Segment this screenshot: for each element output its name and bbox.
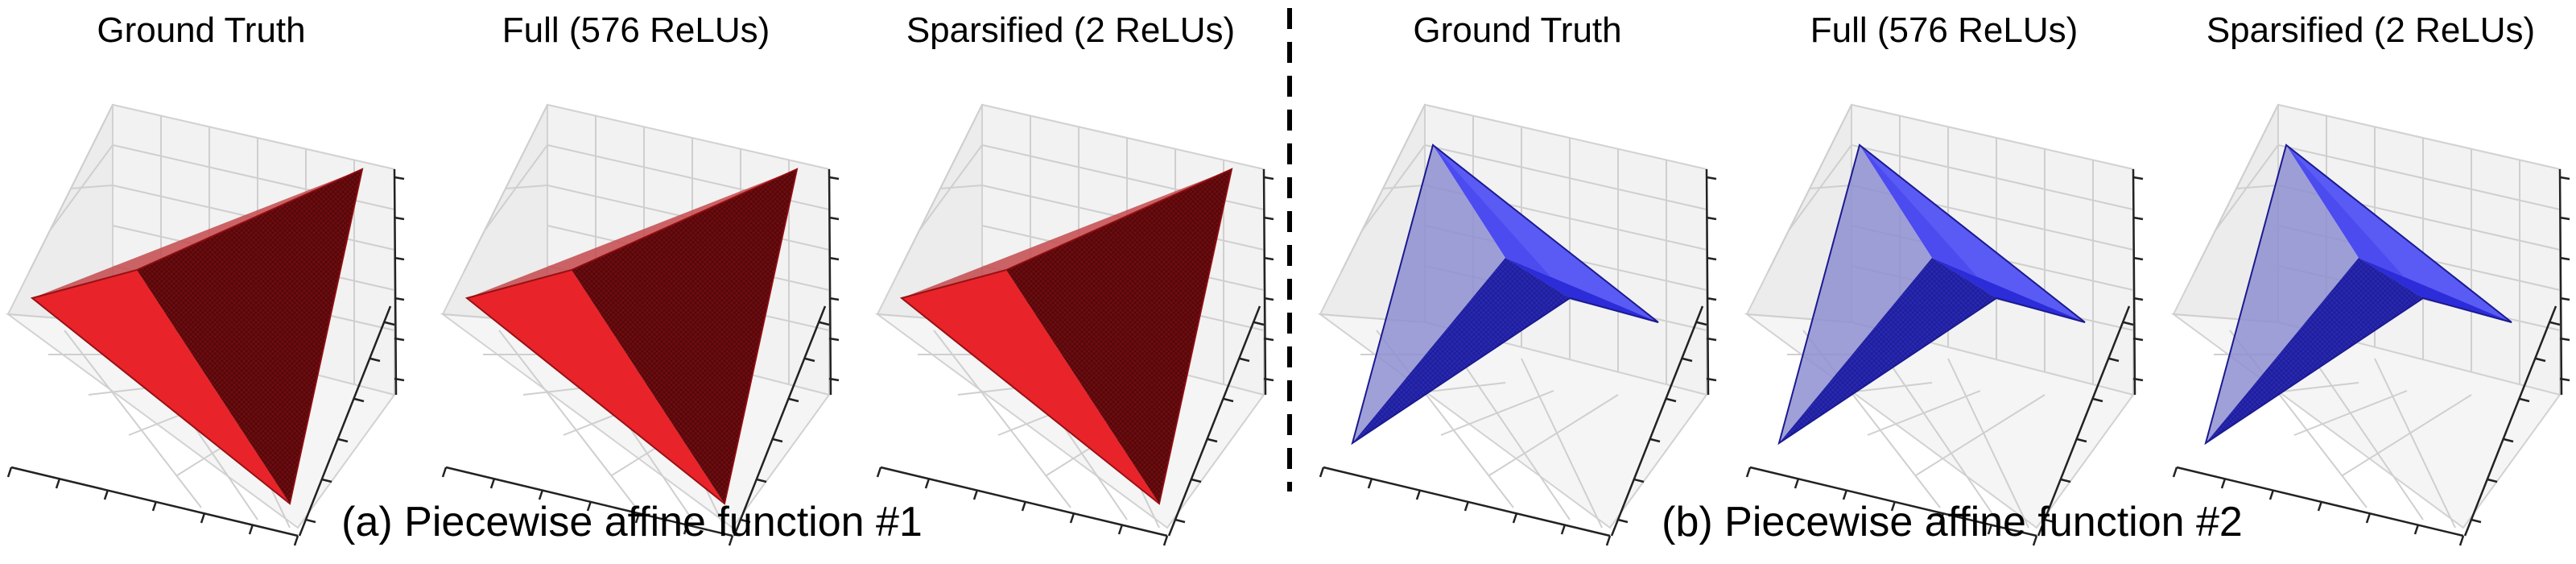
- caption-a: (a) Piecewise affine function #1: [341, 499, 923, 545]
- panel-b3: Sparsified (2 ReLUs): [2172, 10, 2571, 547]
- panel-a2: Full (576 ReLUs): [441, 10, 840, 547]
- group-b: Ground Truth Full (576 ReLUs) Sparsified…: [1319, 10, 2571, 547]
- panel-a3: Sparsified (2 ReLUs): [876, 10, 1275, 547]
- panel-title: Sparsified (2 ReLUs): [906, 10, 1235, 50]
- caption-b: (b) Piecewise affine function #2: [1662, 499, 2243, 545]
- panel-title: Sparsified (2 ReLUs): [2207, 10, 2535, 50]
- panel-a1: Ground Truth: [6, 10, 406, 547]
- panel-title: Ground Truth: [1413, 10, 1621, 50]
- group-a: Ground Truth Full (576 ReLUs) Sparsified…: [6, 10, 1275, 547]
- panel-title: Ground Truth: [97, 10, 305, 50]
- panel-title: Full (576 ReLUs): [502, 10, 770, 50]
- panel-b2: Full (576 ReLUs): [1745, 10, 2145, 547]
- panel-title: Full (576 ReLUs): [1810, 10, 2079, 50]
- panel-b1: Ground Truth: [1319, 10, 1718, 547]
